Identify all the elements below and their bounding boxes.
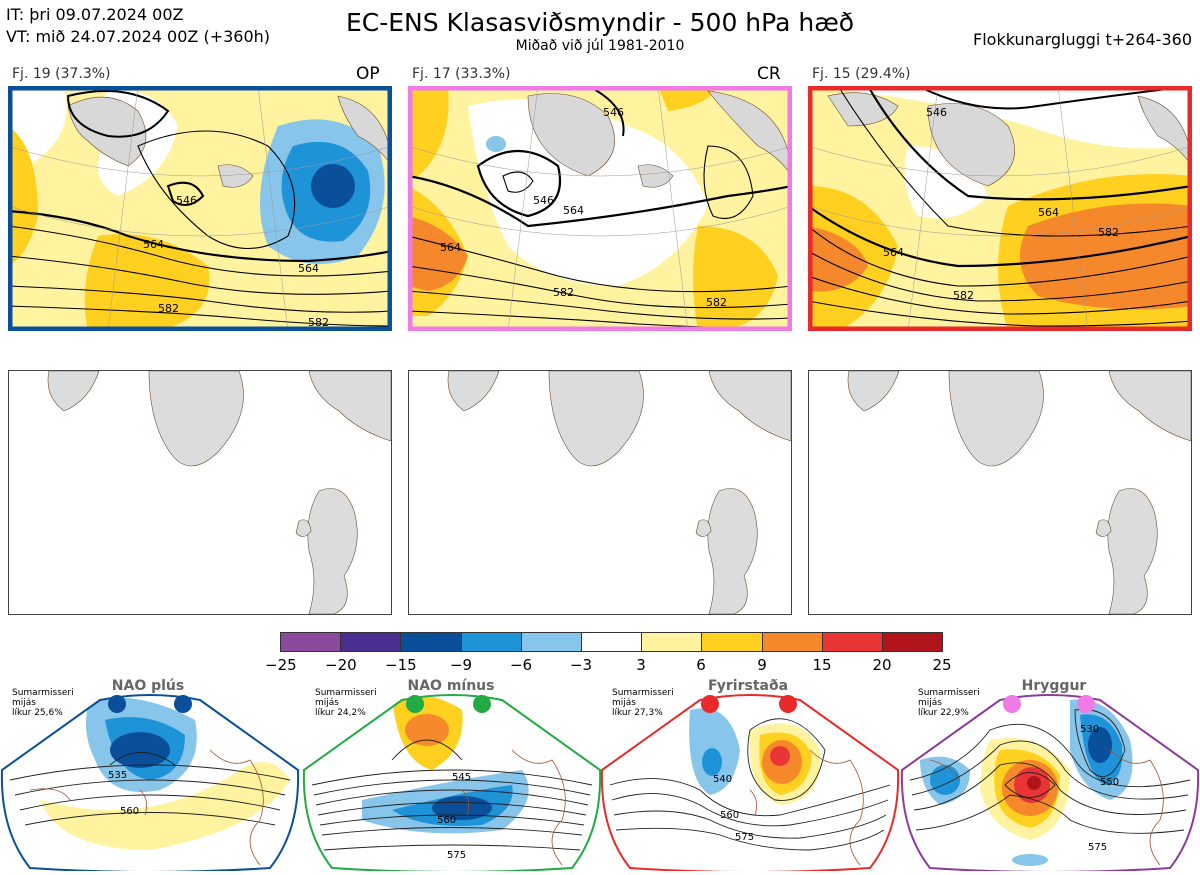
colorbar-tick: −3	[569, 656, 593, 674]
cluster-3-contour-e: 582	[953, 289, 974, 302]
regime-3-contour-a: 540	[713, 774, 732, 785]
cluster-2-contour-c: 564	[440, 241, 461, 254]
lower-map-2	[408, 370, 792, 615]
colorbar-bin	[281, 633, 342, 651]
regime-1-map: 535 560	[0, 690, 300, 873]
regime-1-contour-a: 535	[108, 770, 127, 781]
cluster-2-contour-a: 546	[603, 106, 624, 119]
valid-time: VT: mið 24.07.2024 00Z (+360h)	[6, 27, 271, 46]
regime-3-contour-b: 560	[720, 810, 739, 821]
colorbar-tick: 20	[872, 656, 892, 674]
regime-4-contour-b: 550	[1100, 777, 1119, 788]
regime-4-contour-c: 575	[1088, 842, 1107, 853]
colorbar-tick: −15	[385, 656, 417, 674]
regime-3-info: Sumarmisseri mijás líkur 27,3%	[612, 688, 674, 718]
regime-4-info: Sumarmisseri mijás líkur 22,9%	[918, 688, 980, 718]
colorbar-tick: −25	[265, 656, 297, 674]
cluster-2-contour-b: 546	[533, 194, 554, 207]
colorbar-tick: −20	[325, 656, 357, 674]
page-subtitle: Miðað við júl 1981-2010	[515, 38, 685, 54]
regime-3-map: 540 560 575	[600, 690, 900, 873]
regime-1-info: Sumarmisseri mijás líkur 25,6%	[12, 688, 74, 718]
colorbar	[280, 632, 943, 652]
lower-map-3	[808, 370, 1192, 615]
cluster-1-contour-d: 582	[308, 316, 329, 329]
colorbar-bin	[642, 633, 703, 651]
regime-2-map: 545 560 575	[302, 690, 602, 873]
colorbar-bin	[461, 633, 522, 651]
regime-2-contour-a: 545	[452, 772, 471, 783]
regime-2-contour-c: 575	[447, 850, 466, 861]
colorbar-bin	[762, 633, 823, 651]
cluster-2-label: Fj. 17 (33.3%)	[412, 66, 511, 82]
regime-3-name: Fyrirstaða	[707, 678, 789, 694]
cluster-1-tag: OP	[356, 64, 380, 84]
colorbar-bin	[521, 633, 582, 651]
colorbar-bin	[581, 633, 643, 651]
regime-2-contour-b: 560	[437, 815, 456, 826]
cluster-1-contour-e: 546	[176, 194, 197, 207]
cluster-2-tag: CR	[757, 64, 781, 84]
cluster-3-contour-d: 582	[1098, 226, 1119, 239]
cluster-map-2: 546 546 564 564 582 582	[408, 86, 792, 331]
colorbar-tick: −9	[449, 656, 473, 674]
page-title: EC-ENS Klasasviðsmyndir - 500 hPa hæð	[345, 8, 855, 37]
cluster-map-1: 564 564 582 582 546	[8, 86, 392, 331]
regime-2-info: Sumarmisseri mijás líkur 24,2%	[315, 688, 377, 718]
cluster-3-contour-c: 564	[883, 246, 904, 259]
colorbar-tick: 15	[812, 656, 832, 674]
colorbar-bin	[401, 633, 462, 651]
colorbar-tick: 6	[696, 656, 706, 674]
colorbar-bin	[882, 633, 943, 651]
colorbar-bin	[702, 633, 763, 651]
cluster-1-contour-a: 564	[143, 238, 164, 251]
cluster-3-contour-a: 546	[926, 106, 947, 119]
cluster-3-contour-b: 564	[1038, 206, 1059, 219]
cluster-map-3: 546 564 564 582 582	[808, 86, 1192, 331]
regime-4-name: Hryggur	[1021, 678, 1087, 694]
colorbar-bin	[341, 633, 402, 651]
colorbar-tick: 9	[757, 656, 767, 674]
regime-1-name: NAO plús	[111, 678, 185, 694]
initial-time: IT: þri 09.07.2024 00Z	[6, 5, 184, 24]
regime-2-name: NAO mínus	[407, 678, 495, 694]
cluster-2-contour-f: 582	[706, 296, 727, 309]
cluster-1-label: Fj. 19 (37.3%)	[12, 66, 111, 82]
colorbar-tick: 25	[932, 656, 952, 674]
classification-window: Flokkunargluggi t+264-360	[973, 30, 1192, 49]
colorbar-tick: 3	[636, 656, 646, 674]
cluster-2-contour-d: 564	[563, 204, 584, 217]
lower-map-1	[8, 370, 392, 615]
header-info: IT: þri 09.07.2024 00Z VT: mið 24.07.202…	[6, 4, 270, 48]
cluster-1-contour-c: 582	[158, 302, 179, 315]
cluster-3-label: Fj. 15 (29.4%)	[812, 66, 911, 82]
colorbar-bin	[822, 633, 883, 651]
regime-4-contour-a: 530	[1080, 724, 1099, 735]
regime-4-map: 530 550 575	[900, 690, 1200, 873]
regime-1-contour-b: 560	[120, 806, 139, 817]
cluster-1-contour-b: 564	[298, 262, 319, 275]
colorbar-tick: −6	[509, 656, 533, 674]
cluster-2-contour-e: 582	[553, 286, 574, 299]
regime-3-contour-c: 575	[735, 832, 754, 843]
